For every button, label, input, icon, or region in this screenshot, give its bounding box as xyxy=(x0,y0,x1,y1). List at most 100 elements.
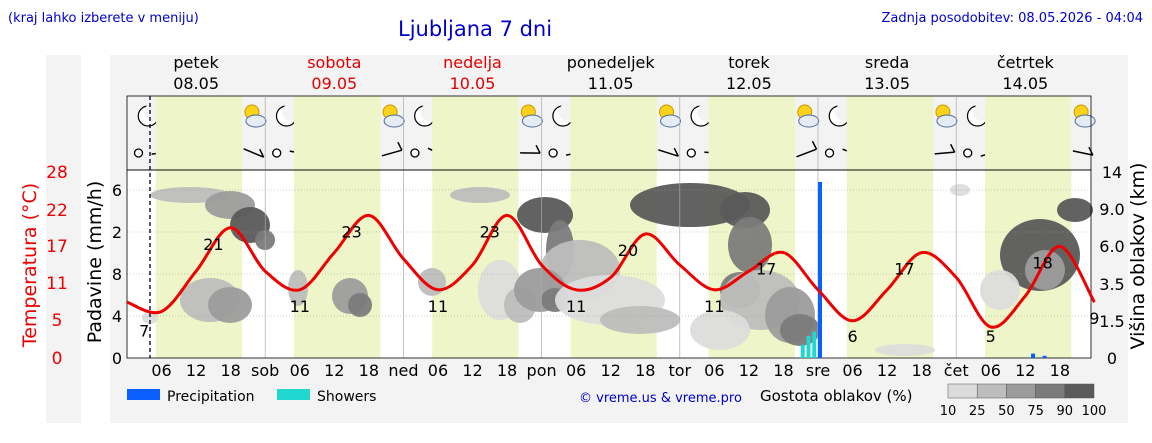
hour-tick: 18 xyxy=(497,361,517,380)
precipitation-tick: 4 xyxy=(112,307,122,326)
temperature-label: 23 xyxy=(480,222,500,241)
wind-calm-icon xyxy=(824,148,835,158)
precipitation-bar xyxy=(800,344,805,358)
cloud-height-tick: 9.0 xyxy=(1099,200,1124,219)
hour-tick: 18 xyxy=(773,361,793,380)
sun-icon xyxy=(382,104,405,128)
cloud-height-tick: 3.5 xyxy=(1099,275,1124,294)
hour-tick: 06 xyxy=(428,361,448,380)
wind-barb-icon xyxy=(658,149,679,157)
wind-calm-icon xyxy=(133,148,144,158)
hour-tick: 18 xyxy=(635,361,655,380)
temperature-tick: 17 xyxy=(46,237,68,257)
time-axis: 06 12 18 06 12 18 sob 06 12 18 ned 06 12 18 pon 06 12 18 t… xyxy=(151,361,1070,380)
precipitation-axis: 6 2 8 4 0 xyxy=(112,181,122,368)
region-hint[interactable]: (kraj lahko izberete v meniju) xyxy=(8,11,199,26)
hour-tick: 06 xyxy=(151,361,171,380)
cloud-legend-label: Gostota oblakov (%) xyxy=(760,387,913,405)
temperature-tick: 11 xyxy=(46,274,68,294)
day-name: ponedeljek xyxy=(567,53,656,72)
hour-tick: 12 xyxy=(739,361,759,380)
cloud-patch xyxy=(288,270,308,306)
precipitation-tick: 8 xyxy=(112,265,122,284)
cloud-height-tick: 14 xyxy=(1102,163,1122,182)
last-update: Zadnja posodobitev: 08.05.2026 - 04:04 xyxy=(881,11,1143,26)
cloud-scale-label: 50 xyxy=(998,404,1015,419)
day-headers: petek 08.05 sobota 09.05 nedelja 10.05 ponedel… xyxy=(173,53,1054,93)
precipitation-legend-swatch xyxy=(127,389,160,400)
temperature-label: 6 xyxy=(847,327,857,346)
day-name: torek xyxy=(728,53,770,72)
plot-frame xyxy=(126,169,1092,359)
precipitation-bar xyxy=(818,182,822,358)
cloud-height-tick: 6.0 xyxy=(1099,237,1124,256)
cloud-scale-swatch xyxy=(1006,383,1036,399)
precipitation-bars xyxy=(800,182,1047,358)
cloud-patch xyxy=(728,217,772,273)
precipitation-tick: 0 xyxy=(112,349,122,368)
wind-barb-flag xyxy=(673,147,679,157)
temperature-line xyxy=(126,213,1096,329)
hour-tick: 18 xyxy=(220,361,240,380)
precipitation-bar xyxy=(806,336,811,358)
temperature-tick: 22 xyxy=(46,201,68,221)
cloud-shape xyxy=(1074,114,1096,128)
cloud-scale-swatch xyxy=(947,383,978,399)
hour-tick: 12 xyxy=(1015,361,1035,380)
temp-axis-panel xyxy=(46,55,81,423)
cloud-shape xyxy=(245,114,267,128)
cloud-patch xyxy=(348,293,372,317)
daytime-band xyxy=(846,96,934,358)
cloud-patch xyxy=(600,306,680,334)
precipitation-bar xyxy=(1042,355,1047,358)
temperature-tick: 28 xyxy=(46,163,68,183)
hour-tick: 06 xyxy=(704,361,724,380)
wind-barb-icon xyxy=(1072,150,1094,156)
hour-tick: 18 xyxy=(359,361,379,380)
wind-barb-flag xyxy=(397,141,403,151)
day-abbrev-tick: čet xyxy=(944,361,969,380)
hour-tick: 12 xyxy=(877,361,897,380)
day-name: sreda xyxy=(865,53,909,72)
temperature-label: 11 xyxy=(566,297,586,316)
temperature-label: 21 xyxy=(203,235,223,254)
cloud-patch xyxy=(1057,198,1093,222)
cloud-scale-swatch xyxy=(976,383,1007,399)
wind-barb-flag xyxy=(535,144,541,154)
temperature-tick: 0 xyxy=(52,349,63,369)
wind-barb-flag xyxy=(811,140,818,150)
cloud-scale-label: 10 xyxy=(940,404,957,419)
precipitation-axis-title: Padavine (mm/h) xyxy=(84,181,106,344)
day-abbrev-tick: ned xyxy=(388,361,418,380)
sun-icon xyxy=(244,104,267,128)
day-date: 14.05 xyxy=(1002,74,1048,93)
day-date: 08.05 xyxy=(173,74,219,93)
cloud-height-tick: 1.5 xyxy=(1099,312,1124,331)
wind-calm-icon xyxy=(686,148,696,158)
cloud-shape xyxy=(936,114,958,128)
temperature-label: 5 xyxy=(986,327,996,346)
day-abbrev-tick: pon xyxy=(527,361,557,380)
hour-tick: 06 xyxy=(842,361,862,380)
cloud-shape xyxy=(383,114,405,128)
hour-tick: 18 xyxy=(1050,361,1070,380)
grid-lines xyxy=(126,96,1092,359)
cloud-shape xyxy=(660,114,682,128)
credit-link[interactable]: © vreme.us & vreme.pro xyxy=(579,391,742,406)
cloud-shape xyxy=(521,114,543,128)
temperature-label: 11 xyxy=(428,297,448,316)
wind-calm-icon xyxy=(272,148,282,158)
hour-tick: 12 xyxy=(462,361,482,380)
precipitation-tick: 2 xyxy=(112,223,122,242)
day-name: petek xyxy=(173,53,219,72)
wind-barb-icon xyxy=(243,148,264,158)
wind-barb-icon xyxy=(381,149,403,157)
daytime-band xyxy=(293,96,381,358)
day-name: četrtek xyxy=(997,53,1055,72)
cloud-density-layer xyxy=(142,183,1093,356)
temperature-axis: 28 22 17 11 5 0 xyxy=(46,163,68,369)
cloud-shape xyxy=(798,114,820,128)
wind-calm-icon xyxy=(410,148,420,158)
